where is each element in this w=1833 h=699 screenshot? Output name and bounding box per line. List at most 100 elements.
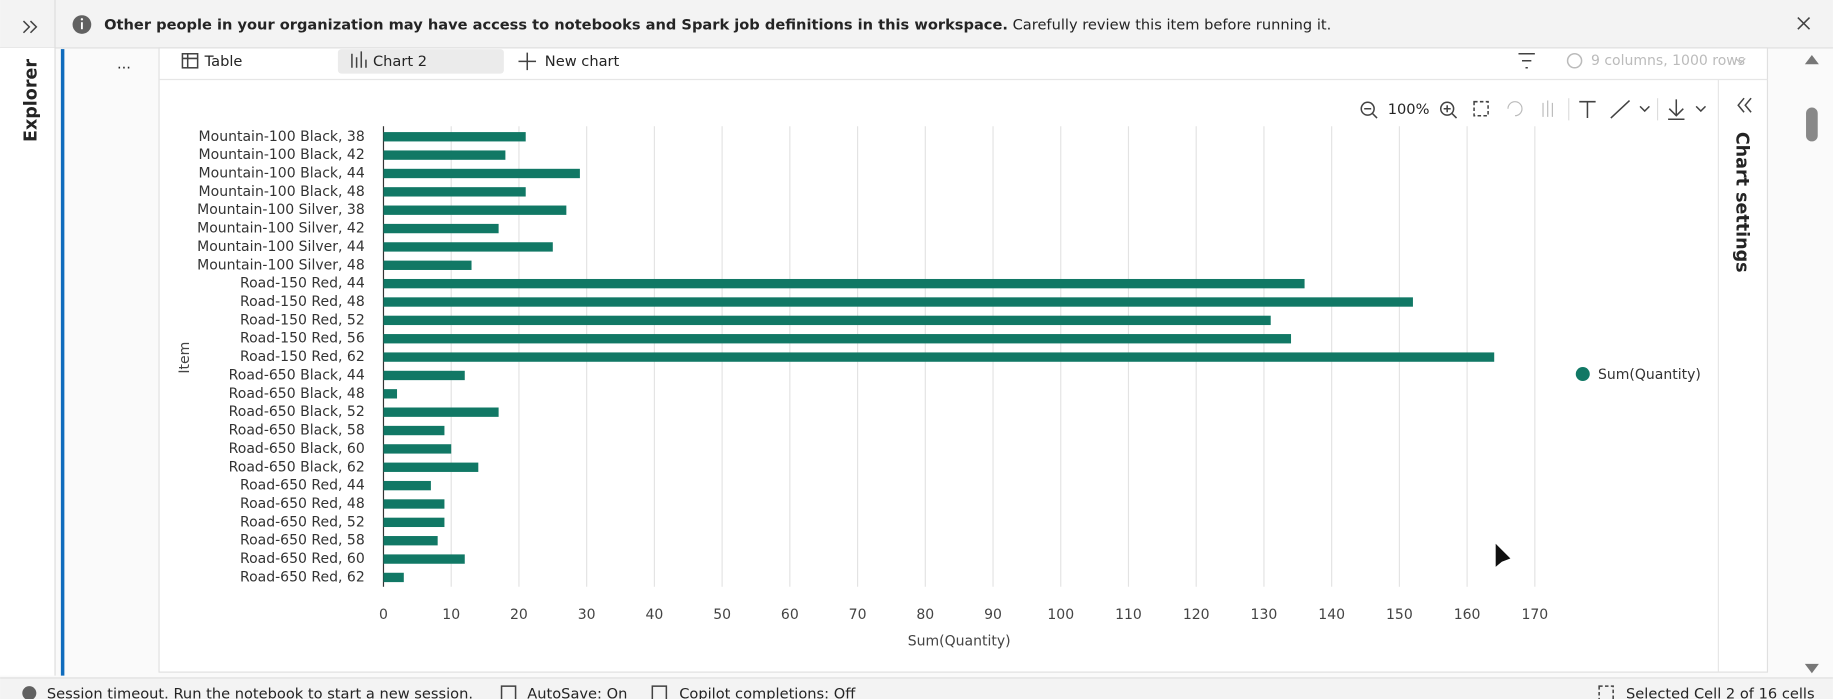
x-tick-label: 70: [849, 607, 867, 623]
y-tick-label: Road-650 Black, 58: [229, 423, 365, 439]
y-tick-label: Road-150 Red, 52: [240, 312, 365, 328]
scroll-up[interactable]: [1804, 54, 1819, 65]
bar: [383, 499, 445, 509]
table-icon: [181, 53, 199, 69]
gear-icon[interactable]: [1566, 53, 1583, 69]
collapse-button[interactable]: [1737, 97, 1752, 113]
scroll-thumb[interactable]: [1806, 107, 1818, 142]
y-tick-label: Road-650 Black, 48: [229, 386, 365, 402]
reset-tool[interactable]: [1507, 101, 1523, 117]
select-tool[interactable]: [1473, 100, 1489, 117]
chart-tab-bg: [337, 49, 504, 74]
status-session: Session timeout. Run the notebook to sta…: [47, 685, 473, 699]
data-info: 9 columns, 1000 rows: [1591, 53, 1745, 69]
legend-marker: [1575, 367, 1590, 382]
download-chevron[interactable]: [1695, 105, 1707, 113]
cell-icon: [1598, 685, 1614, 699]
status-copilot[interactable]: Copilot completions: Off: [679, 685, 856, 699]
mouse-cursor: [1494, 540, 1513, 570]
y-tick-label: Road-650 Black, 52: [229, 404, 365, 420]
line-tool[interactable]: [1610, 99, 1631, 119]
x-tick-label: 120: [1183, 607, 1210, 623]
info-icon-dot: [80, 18, 84, 21]
y-tick-label: Road-650 Black, 44: [229, 367, 365, 383]
y-tick-label: Mountain-100 Silver, 38: [197, 202, 365, 218]
y-tick-label: Mountain-100 Black, 48: [199, 184, 365, 200]
text-tool[interactable]: [1579, 100, 1596, 119]
bar: [383, 242, 553, 252]
bar: [383, 389, 398, 399]
y-tick-label: Mountain-100 Silver, 42: [197, 221, 365, 237]
bar: [383, 407, 499, 417]
bar: [383, 260, 472, 270]
save-icon: [500, 685, 517, 699]
zoom-level: 100%: [1388, 101, 1430, 118]
x-tick-label: 20: [510, 607, 528, 623]
filter-icon[interactable]: [1518, 53, 1535, 69]
bar: [383, 554, 465, 564]
y-tick-label: Road-150 Red, 62: [240, 349, 365, 365]
x-tick-label: 150: [1386, 607, 1413, 623]
x-tick-label: 140: [1318, 607, 1345, 623]
plus-icon: [518, 52, 537, 71]
chart: 0 10 20 30 40 50 60 70 80 90 100 110 120 130 140 150 160…: [177, 126, 1701, 650]
sidebar: [0, 47, 56, 676]
y-tick-label: Road-650 Black, 62: [229, 459, 365, 475]
y-tick-label: Road-650 Red, 44: [240, 478, 365, 494]
bar: [383, 370, 465, 381]
status-bar: [0, 677, 1833, 699]
bar: [383, 425, 445, 436]
x-tick-label: 80: [916, 607, 934, 623]
chart-settings[interactable]: Chart settings: [1732, 132, 1752, 273]
scroll-down[interactable]: [1804, 663, 1819, 674]
zoom-out[interactable]: [1360, 101, 1375, 116]
more-button[interactable]: ...: [117, 55, 131, 72]
chart-icon: [351, 51, 367, 68]
x-tick-label: 160: [1454, 607, 1481, 623]
bar: [383, 334, 1292, 344]
download-tool[interactable]: [1668, 99, 1685, 120]
line-chevron[interactable]: [1639, 105, 1650, 113]
x-tick-label: 60: [781, 607, 799, 623]
session-icon: [22, 686, 37, 699]
banner-normal: Carefully review this item before runnin…: [1013, 17, 1332, 34]
y-tick-label: Mountain-100 Black, 44: [199, 165, 365, 181]
y-tick-label: Mountain-100 Black, 38: [199, 129, 365, 145]
bar: [383, 132, 526, 142]
banner-bold: Other people in your organization may ha…: [104, 17, 1008, 34]
copilot-icon: [651, 685, 668, 699]
explorer-label[interactable]: Explorer: [22, 59, 42, 142]
info-icon-bar: [80, 22, 83, 30]
status-autosave[interactable]: AutoSave: On: [527, 685, 627, 699]
status-cell: Selected Cell 2 of 16 cells: [1626, 685, 1815, 699]
bar: [383, 187, 526, 197]
pan-tool[interactable]: [1542, 100, 1553, 117]
y-tick-label: Road-650 Red, 62: [240, 569, 365, 585]
bar: [383, 205, 567, 215]
y-tick-label: Road-650 Red, 60: [240, 551, 365, 567]
close-button[interactable]: [1797, 16, 1811, 30]
info-chevron[interactable]: [1735, 58, 1746, 64]
y-tick-label: Mountain-100 Black, 42: [199, 147, 365, 163]
bar: [383, 462, 479, 472]
y-tick-label: Road-650 Red, 52: [240, 514, 365, 530]
x-tick-label: 170: [1521, 607, 1548, 623]
y-tick-label: Road-650 Red, 58: [240, 533, 365, 549]
bar: [383, 480, 431, 491]
table-tab[interactable]: Table: [204, 53, 243, 70]
banner: [0, 0, 1833, 48]
bar: [383, 444, 452, 454]
x-tick-label: 0: [379, 607, 388, 623]
zoom-in-glyph: [1443, 105, 1458, 119]
zoom-in[interactable]: [1439, 101, 1455, 116]
chart-tab[interactable]: Chart 2: [373, 53, 427, 70]
bar: [383, 223, 499, 234]
bar: [383, 297, 1413, 307]
x-tick-label: 100: [1047, 607, 1074, 623]
banner-text: Other people in your organization may ha…: [104, 17, 1331, 34]
expand-button[interactable]: [22, 20, 38, 34]
new-chart[interactable]: New chart: [545, 53, 620, 70]
x-tick-label: 90: [984, 607, 1002, 623]
bar: [383, 278, 1305, 289]
